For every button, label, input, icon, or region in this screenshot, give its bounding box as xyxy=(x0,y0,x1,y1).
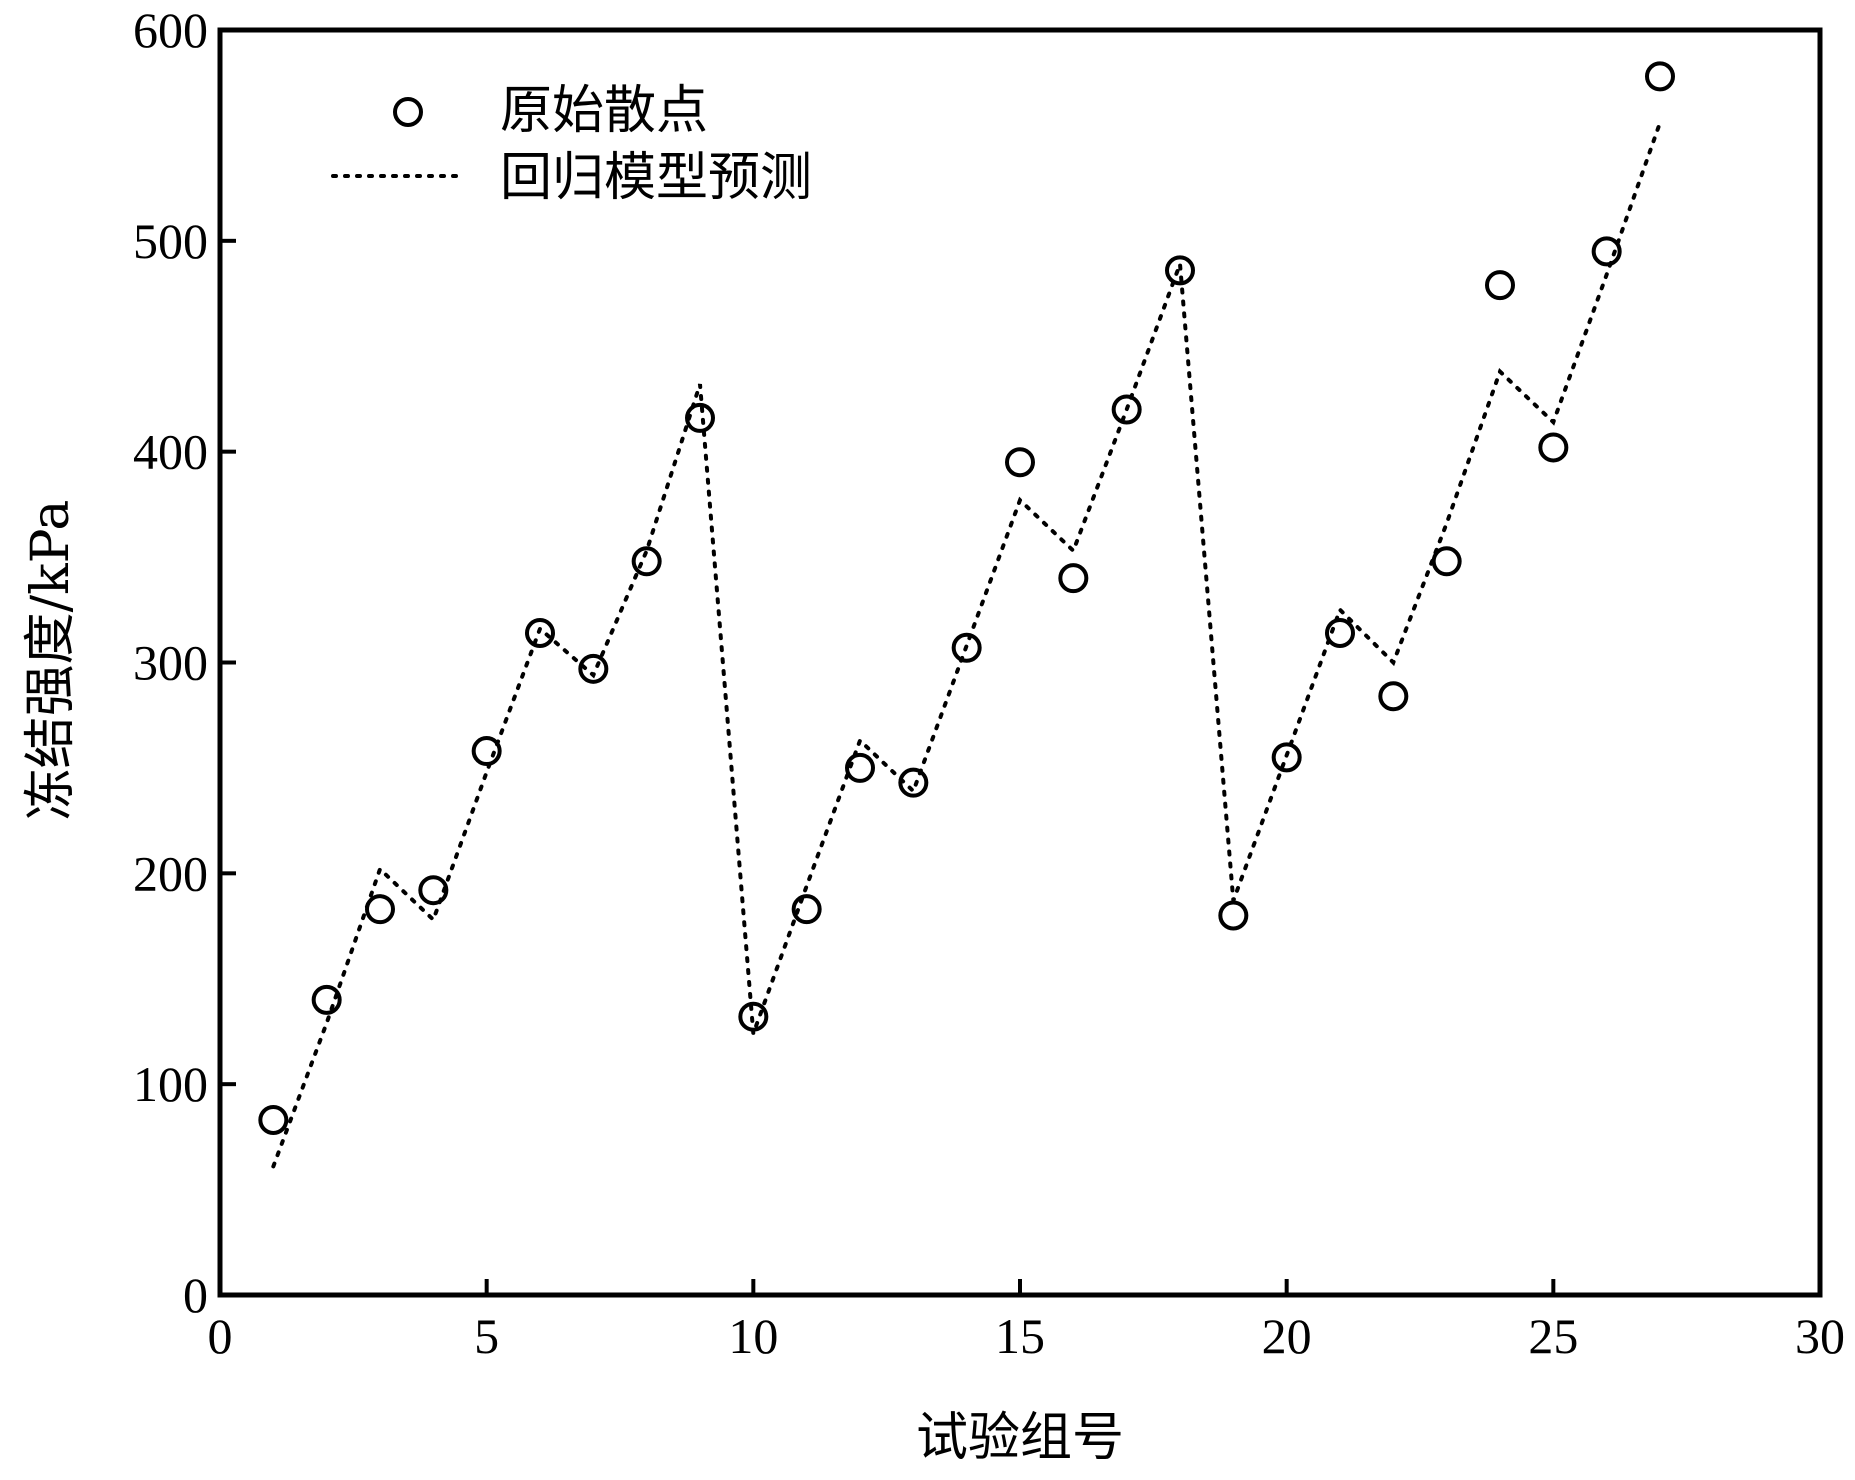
y-axis: 0 100 200 300 400 500 600 xyxy=(133,2,236,1323)
scatter-point xyxy=(631,546,662,577)
plot-frame xyxy=(217,27,1823,1298)
scatter-point xyxy=(1591,236,1622,267)
scatter-point xyxy=(1111,394,1142,425)
scatter-point xyxy=(471,736,502,767)
scatter-point xyxy=(258,1105,289,1136)
legend-label-scatter: 原始散点 xyxy=(500,81,708,141)
scatter-point xyxy=(951,632,982,663)
scatter-point xyxy=(1485,270,1515,301)
x-tick-label: 15 xyxy=(995,1308,1045,1364)
scatter-point xyxy=(1271,742,1302,773)
x-tick-label: 10 xyxy=(728,1308,778,1364)
x-axis-title: 试验组号 xyxy=(916,1408,1124,1468)
plot-area xyxy=(217,27,1823,1298)
scatter-point xyxy=(1325,617,1355,648)
raw-scatter-series xyxy=(258,61,1675,1136)
x-tick-label: 20 xyxy=(1262,1308,1312,1364)
scatter-point xyxy=(1005,447,1035,478)
scatter-point xyxy=(1165,255,1195,286)
scatter-point xyxy=(898,767,929,798)
y-tick-label: 600 xyxy=(133,2,208,58)
y-tick-label: 500 xyxy=(133,213,208,269)
y-axis-title: 冻结强度/kPa xyxy=(21,500,81,821)
y-tick-label: 0 xyxy=(183,1267,208,1323)
scatter-point xyxy=(1218,900,1249,931)
x-tick-label: 5 xyxy=(474,1308,499,1364)
scatter-point xyxy=(685,402,715,433)
prediction-line xyxy=(271,120,1662,1169)
scatter-point xyxy=(578,653,609,684)
scatter-point xyxy=(791,894,822,925)
regression-prediction-series xyxy=(271,120,1662,1169)
x-tick-label: 25 xyxy=(1528,1308,1578,1364)
scatter-point xyxy=(738,1001,769,1032)
legend-label-prediction: 回归模型预测 xyxy=(500,148,812,208)
scatter-point xyxy=(1431,546,1462,577)
x-tick-label: 30 xyxy=(1795,1308,1845,1364)
x-axis: 0 5 10 15 20 25 30 xyxy=(208,1279,1845,1364)
scatter-point xyxy=(418,875,449,906)
scatter-point xyxy=(365,894,395,925)
scatter-point xyxy=(845,752,875,783)
scatter-point xyxy=(1378,681,1409,712)
scatter-point xyxy=(1645,61,1675,92)
scatter-point xyxy=(1538,432,1569,463)
scatter-point xyxy=(525,617,555,648)
y-tick-label: 400 xyxy=(133,424,208,480)
y-tick-label: 100 xyxy=(133,1056,208,1112)
legend-marker-scatter xyxy=(393,97,423,127)
y-tick-label: 200 xyxy=(133,845,208,901)
scatter-point xyxy=(1058,563,1089,594)
x-tick-label: 0 xyxy=(208,1308,233,1364)
scatter-point xyxy=(311,984,342,1015)
y-tick-label: 300 xyxy=(133,635,208,691)
